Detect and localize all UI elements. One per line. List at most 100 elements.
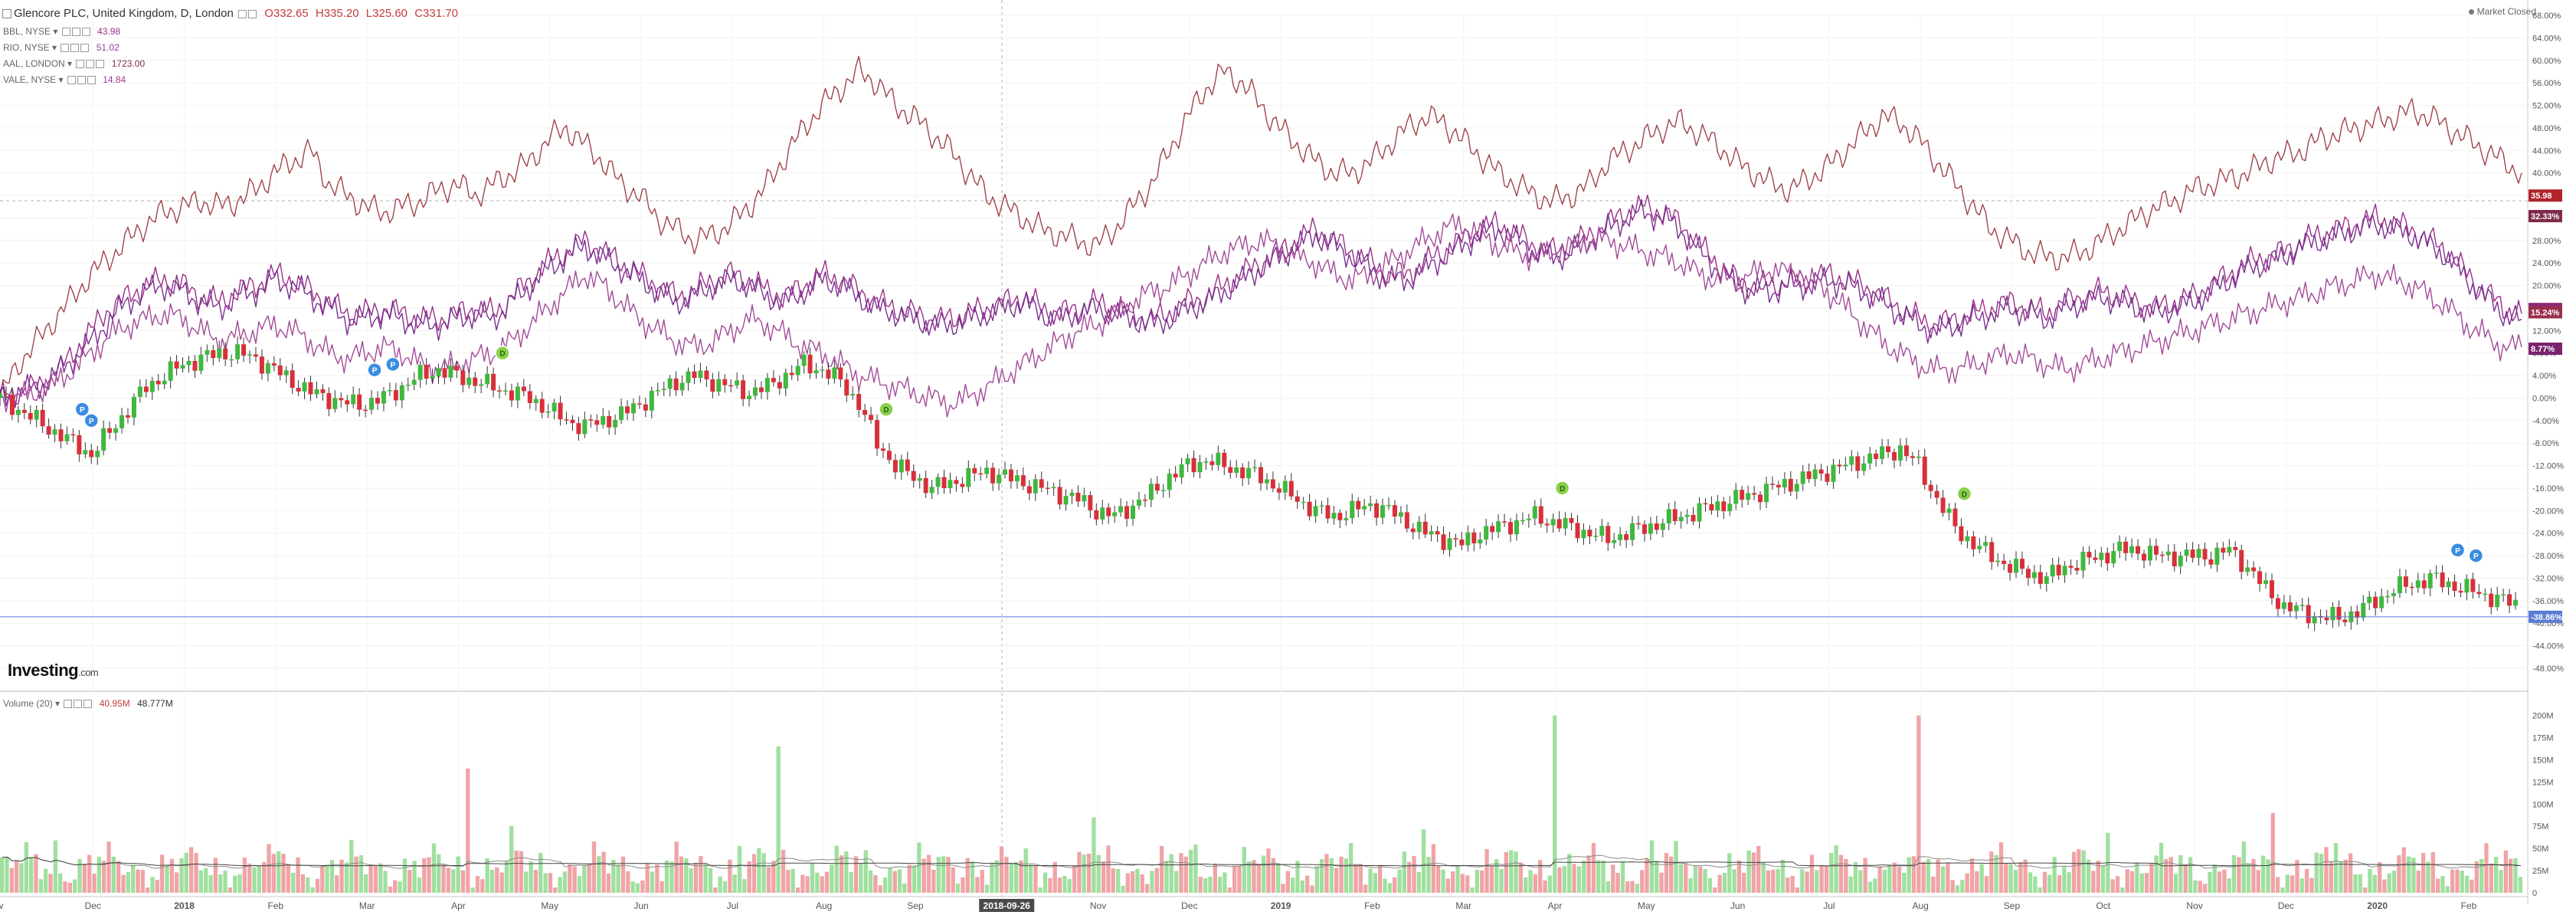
volume-legend[interactable]: Volume (20) ▾ 40.95M 48.777M xyxy=(3,698,173,709)
close-icon[interactable] xyxy=(80,44,90,53)
candle-body xyxy=(308,382,313,395)
candle-body xyxy=(2489,593,2494,608)
candle-body xyxy=(1465,532,1471,546)
compare-legend-vale[interactable]: VALE, NYSE ▾ 14.84 xyxy=(3,74,126,85)
volume-bar xyxy=(2270,812,2275,893)
volume-bar xyxy=(834,845,839,893)
volume-bar xyxy=(1780,859,1786,893)
split-marker[interactable] xyxy=(83,413,100,428)
candle-body xyxy=(1471,532,1477,544)
candle-body xyxy=(1203,461,1209,463)
volume-bar xyxy=(1043,872,1048,893)
volume-bar xyxy=(1902,873,1907,893)
candle-body xyxy=(1763,484,1769,503)
volume-bar xyxy=(1140,874,1144,893)
volume-bar xyxy=(2290,875,2295,893)
eye-icon[interactable] xyxy=(70,44,80,53)
candle-body xyxy=(2153,546,2159,555)
volume-bar xyxy=(2358,874,2362,893)
candle-body xyxy=(162,380,167,385)
eye-icon[interactable] xyxy=(77,76,86,85)
volume-bar xyxy=(1761,862,1766,893)
split-marker[interactable] xyxy=(367,362,382,378)
x-tick-label: Jul xyxy=(727,900,738,911)
volume-bar xyxy=(1518,862,1523,893)
settings-icon[interactable] xyxy=(67,76,76,85)
dividend-marker[interactable] xyxy=(1554,480,1570,496)
candle-body xyxy=(649,390,654,411)
x-axis: Nov Dec 2018 Feb Mar Apr May Jun Jul Aug Sep 2018-0… xyxy=(0,899,2477,912)
close-icon[interactable] xyxy=(81,28,90,37)
volume-ma-value: 48.777M xyxy=(137,698,173,709)
volume-bar xyxy=(480,879,485,893)
volume-bar xyxy=(853,856,859,893)
settings-icon[interactable] xyxy=(76,60,85,69)
eye-icon[interactable] xyxy=(238,9,247,18)
split-marker[interactable] xyxy=(385,356,401,372)
candle-body xyxy=(363,409,368,412)
price-badge-text: 32.33% xyxy=(2531,212,2560,221)
candle-body xyxy=(211,350,216,359)
eye-icon[interactable] xyxy=(86,60,95,69)
compare-value: 43.98 xyxy=(97,26,121,37)
candle-body xyxy=(205,350,210,355)
volume-bar xyxy=(1422,829,1426,893)
candle-body xyxy=(375,398,381,404)
candle-body xyxy=(521,386,526,392)
settings-icon[interactable] xyxy=(61,28,70,37)
dividend-marker[interactable] xyxy=(1956,486,1972,502)
candle-body xyxy=(320,389,326,393)
volume-bar xyxy=(1154,867,1159,893)
volume-bar xyxy=(179,858,184,893)
split-marker[interactable] xyxy=(2468,548,2484,563)
volume-bar xyxy=(1465,875,1470,893)
volume-bar xyxy=(1514,851,1518,893)
volume-bar xyxy=(2042,871,2047,893)
close-icon[interactable] xyxy=(83,700,93,709)
split-marker[interactable] xyxy=(74,402,90,417)
settings-icon[interactable] xyxy=(64,700,73,709)
candle-body xyxy=(1264,479,1269,484)
chart-legend-main[interactable]: Glencore PLC, United Kingdom, D, London … xyxy=(2,7,458,21)
compare-legend-aal[interactable]: AAL, LONDON ▾ 1723.00 xyxy=(3,58,146,69)
close-icon[interactable] xyxy=(248,9,257,18)
volume-bar xyxy=(897,869,902,893)
close-icon[interactable] xyxy=(96,60,105,69)
dividend-marker[interactable] xyxy=(495,345,510,361)
volume-bar xyxy=(2091,871,2096,893)
price-badge-text: -38.86% xyxy=(2531,613,2562,622)
volume-bar xyxy=(2494,857,2499,893)
volume-bar xyxy=(44,868,48,893)
settings-icon[interactable] xyxy=(61,44,70,53)
close-icon[interactable] xyxy=(87,76,96,85)
volume-bar xyxy=(2237,857,2241,893)
grid xyxy=(0,15,2528,897)
volume-bar xyxy=(1480,870,1484,893)
candle-body xyxy=(509,390,514,401)
candle-body xyxy=(2136,546,2141,554)
compare-legend-rio[interactable]: RIO, NYSE ▾ 51.02 xyxy=(3,42,119,53)
candle-body xyxy=(1392,505,1397,517)
eye-icon[interactable] xyxy=(74,700,83,709)
candle-body xyxy=(771,378,776,382)
eye-icon[interactable] xyxy=(71,28,80,37)
compare-legend-bbl[interactable]: BBL, NYSE ▾ 43.98 xyxy=(3,26,121,37)
collapse-icon[interactable] xyxy=(2,9,11,19)
candle-body xyxy=(1538,506,1543,524)
candle-body xyxy=(1928,484,1933,491)
split-marker[interactable] xyxy=(2450,543,2466,558)
volume-bar xyxy=(2096,861,2100,893)
candle-body xyxy=(2233,546,2238,550)
volume-bar xyxy=(2173,874,2178,893)
volume-bar xyxy=(291,872,296,893)
volume-bars xyxy=(0,715,2522,893)
candle-body xyxy=(1727,503,1733,512)
volume-bar xyxy=(2168,857,2173,893)
candle-body xyxy=(107,428,113,433)
dividend-marker[interactable] xyxy=(879,402,894,417)
candle-body xyxy=(2281,602,2286,609)
investing-logo[interactable]: Investing.com xyxy=(8,661,99,681)
